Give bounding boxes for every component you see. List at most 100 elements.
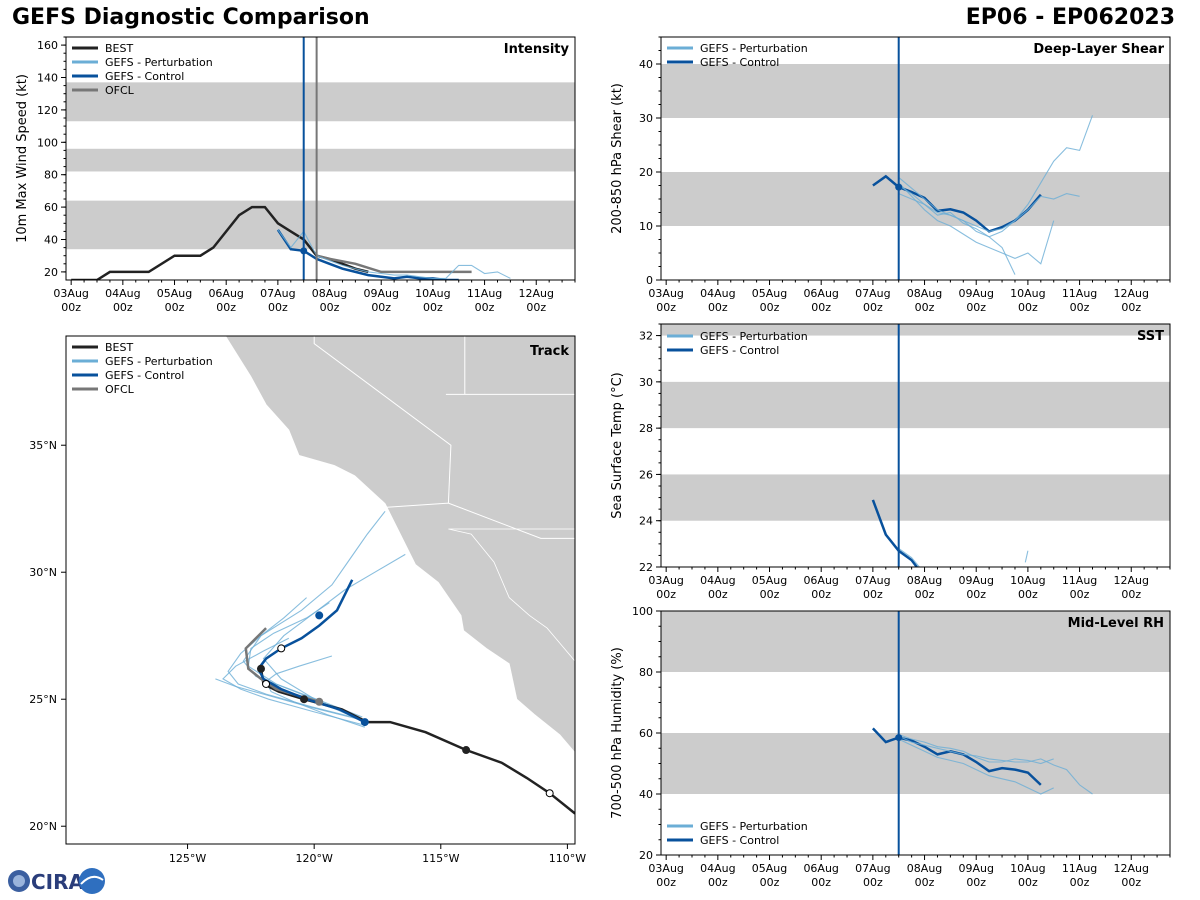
intensity-init-point xyxy=(300,247,308,255)
rh-xtick-sublabel: 00z xyxy=(966,876,986,889)
sst-series-gefs-perturbation xyxy=(1024,550,1029,563)
intensity-xtick-sublabel: 00z xyxy=(423,301,443,314)
rh-band xyxy=(661,611,1170,672)
shear-ytick-label: 0 xyxy=(646,274,653,287)
rh-xtick-label: 10Aug xyxy=(1010,862,1045,875)
intensity-xtick-sublabel: 00z xyxy=(320,301,340,314)
intensity-xtick-label: 11Aug xyxy=(467,287,502,300)
sst-xtick-label: 06Aug xyxy=(803,574,838,587)
rh-series-gefs-perturbation xyxy=(898,735,1093,795)
intensity-chart: 2040608010012014016003Aug00z04Aug00z05Au… xyxy=(15,36,576,314)
rh-xtick-sublabel: 00z xyxy=(656,876,676,889)
cira-logo-icon: CIRA xyxy=(8,868,105,894)
intensity-ytick-label: 60 xyxy=(44,201,58,214)
intensity-xtick-sublabel: 00z xyxy=(268,301,288,314)
shear-xtick-sublabel: 00z xyxy=(863,301,883,314)
track-point-best xyxy=(545,789,554,798)
sst-xtick-sublabel: 00z xyxy=(966,588,986,601)
rh-init-point xyxy=(895,734,903,742)
rh-xtick-sublabel: 00z xyxy=(760,876,780,889)
track-ytick-label: 20°N xyxy=(29,820,57,833)
track-ytick-label: 35°N xyxy=(29,439,57,452)
track-xtick-label: 120°W xyxy=(295,852,332,865)
shear-legend-label-gefs-control: GEFS - Control xyxy=(700,56,779,69)
intensity-xtick-label: 07Aug xyxy=(260,287,295,300)
intensity-band xyxy=(66,200,575,250)
shear-plot-area xyxy=(661,37,1170,280)
shear-ylabel: 200-850 hPa Shear (kt) xyxy=(610,83,625,234)
shear-xtick-sublabel: 00z xyxy=(760,301,780,314)
intensity-xtick-sublabel: 00z xyxy=(165,301,185,314)
sst-ylabel: Sea Surface Temp (°C) xyxy=(610,372,625,519)
shear-ytick-label: 10 xyxy=(639,220,653,233)
rh-legend-label-gefs-perturbation: GEFS - Perturbation xyxy=(700,820,808,833)
rh-xtick-sublabel: 00z xyxy=(708,876,728,889)
rh-series-gefs-perturbation xyxy=(898,733,1054,765)
intensity-xtick-label: 03Aug xyxy=(53,287,88,300)
sst-xtick-sublabel: 00z xyxy=(656,588,676,601)
sst-ytick-label: 24 xyxy=(639,515,653,528)
intensity-xtick-label: 10Aug xyxy=(415,287,450,300)
intensity-ytick-label: 140 xyxy=(37,72,58,85)
track-series-gefs-perturbation xyxy=(215,678,360,721)
shear-panel-title: Deep-Layer Shear xyxy=(1033,42,1164,57)
sst-xtick-sublabel: 00z xyxy=(760,588,780,601)
track-series-gefs-control xyxy=(257,579,366,724)
shear-xtick-label: 10Aug xyxy=(1010,287,1045,300)
track-series-gefs-perturbation xyxy=(262,553,406,723)
shear-init-point xyxy=(895,183,903,191)
track-ytick-label: 30°N xyxy=(29,566,57,579)
sst-ytick-label: 32 xyxy=(639,330,653,343)
rh-xtick-sublabel: 00z xyxy=(1070,876,1090,889)
sst-xtick-sublabel: 00z xyxy=(811,588,831,601)
track-xtick-label: 115°W xyxy=(422,852,459,865)
figure-title: GEFS Diagnostic Comparison xyxy=(12,5,370,30)
rh-xtick-sublabel: 00z xyxy=(863,876,883,889)
shear-chart: 01020304003Aug00z04Aug00z05Aug00z06Aug00… xyxy=(610,36,1171,314)
sst-legend-label-gefs-control: GEFS - Control xyxy=(700,344,779,357)
sst-band xyxy=(661,324,1170,336)
intensity-xtick-sublabel: 00z xyxy=(475,301,495,314)
intensity-ytick-label: 20 xyxy=(44,266,58,279)
intensity-ytick-label: 80 xyxy=(44,169,58,182)
rh-xtick-sublabel: 00z xyxy=(1121,876,1141,889)
shear-legend-label-gefs-perturbation: GEFS - Perturbation xyxy=(700,42,808,55)
track-panel-title: Track xyxy=(530,344,569,359)
intensity-xtick-sublabel: 00z xyxy=(371,301,391,314)
rh-xtick-label: 12Aug xyxy=(1114,862,1149,875)
shear-xtick-label: 04Aug xyxy=(700,287,735,300)
rh-series-gefs-perturbation xyxy=(898,738,1054,795)
rh-xtick-label: 06Aug xyxy=(803,862,838,875)
rh-ytick-label: 40 xyxy=(639,788,653,801)
shear-band xyxy=(661,64,1170,118)
track-land xyxy=(225,336,575,754)
rh-ytick-label: 80 xyxy=(639,666,653,679)
rh-panel-title: Mid-Level RH xyxy=(1068,616,1164,631)
shear-series-gefs-perturbation xyxy=(898,176,1016,275)
rh-ylabel: 700-500 hPa Humidity (%) xyxy=(610,647,625,819)
rh-ytick-label: 20 xyxy=(639,849,653,862)
sst-band xyxy=(661,474,1170,521)
sst-xtick-sublabel: 00z xyxy=(1121,588,1141,601)
sst-frame xyxy=(660,323,1171,568)
rh-legend-label-gefs-control: GEFS - Control xyxy=(700,834,779,847)
sst-xtick-label: 04Aug xyxy=(700,574,735,587)
shear-xtick-sublabel: 00z xyxy=(656,301,676,314)
track-series-gefs-perturbation xyxy=(247,602,363,718)
intensity-band xyxy=(66,148,575,172)
track-ytick-label: 25°N xyxy=(29,693,57,706)
cira-logo-text: CIRA xyxy=(31,870,85,894)
sst-xtick-sublabel: 00z xyxy=(1070,588,1090,601)
sst-legend-label-gefs-perturbation: GEFS - Perturbation xyxy=(700,330,808,343)
rh-chart: 2040608010003Aug00z04Aug00z05Aug00z06Aug… xyxy=(610,605,1171,889)
track-xtick-label: 110°W xyxy=(549,852,586,865)
rh-xtick-sublabel: 00z xyxy=(811,876,831,889)
track-series-gefs-perturbation xyxy=(242,510,386,723)
rh-plot-area xyxy=(661,611,1170,855)
shear-xtick-sublabel: 00z xyxy=(1121,301,1141,314)
intensity-ytick-label: 100 xyxy=(37,136,58,149)
track-point-best xyxy=(462,746,471,755)
sst-ytick-label: 26 xyxy=(639,468,653,481)
shear-xtick-label: 06Aug xyxy=(803,287,838,300)
shear-ytick-label: 20 xyxy=(639,166,653,179)
